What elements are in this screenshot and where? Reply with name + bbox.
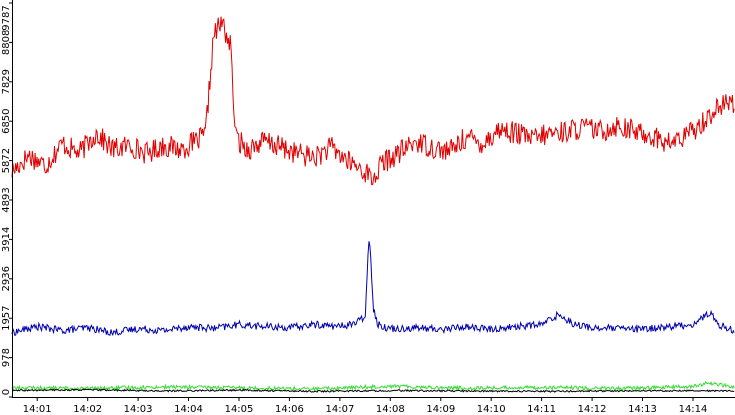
x-tick-label: 14:07	[325, 404, 354, 415]
x-tick-label: 14:14	[679, 404, 708, 415]
series-line-1	[11, 16, 735, 186]
y-tick-label: 978	[1, 348, 12, 367]
x-tick-label: 14:11	[527, 404, 556, 415]
y-tick-label: 5872	[1, 148, 12, 173]
x-tick-label: 14:04	[174, 404, 203, 415]
x-tick-label: 14:12	[578, 404, 607, 415]
x-tick-label: 14:01	[23, 404, 52, 415]
y-tick-label: 6850	[1, 108, 12, 133]
y-tick-label: 3914	[1, 227, 12, 252]
x-tick-label: 14:03	[124, 404, 153, 415]
y-tick-label: 8808	[1, 30, 12, 55]
y-tick-label: 0	[1, 389, 12, 395]
y-tick-label: 1957	[1, 305, 12, 330]
y-tick-label: 4893	[1, 187, 12, 212]
x-tick-label: 14:02	[73, 404, 102, 415]
x-tick-label: 14:09	[426, 404, 455, 415]
y-tick-label: 2936	[1, 266, 12, 291]
x-tick-label: 14:06	[275, 404, 304, 415]
series-line-3	[11, 380, 735, 393]
x-tick-label: 14:13	[628, 404, 657, 415]
x-axis-ticks: 14:01 14:02 14:03 14:04 14:05 14:06 14:07 14:08…	[23, 397, 708, 415]
series-line-2	[11, 241, 735, 337]
x-tick-label: 14:10	[477, 404, 506, 415]
x-tick-label: 14:08	[376, 404, 405, 415]
x-tick-label: 14:05	[225, 404, 254, 415]
series-line-4	[11, 388, 735, 393]
y-tick-label: 7829	[1, 69, 12, 94]
series-layer	[11, 16, 735, 393]
y-tick-label: 9787	[1, 5, 12, 30]
